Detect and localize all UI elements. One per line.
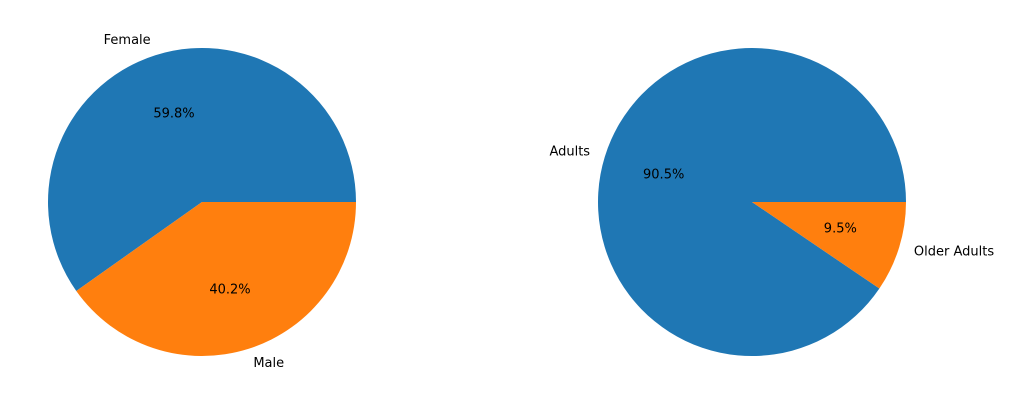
slice-label-older-adults: Older Adults — [914, 244, 994, 259]
pie-chart-age-group: Adults 90.5% Older Adults 9.5% — [549, 47, 994, 356]
slice-label-adults: Adults — [549, 145, 590, 160]
pie-chart-gender: Female 59.8% Male 40.2% — [48, 33, 356, 371]
slice-label-female: Female — [104, 33, 151, 48]
percent-label-male: 40.2% — [209, 283, 250, 298]
percent-label-adults: 90.5% — [643, 167, 684, 182]
pie-slice-adults — [598, 47, 906, 356]
slice-label-male: Male — [253, 356, 284, 371]
pie-slice-female — [48, 48, 356, 291]
percent-label-female: 59.8% — [153, 106, 194, 121]
percent-label-older-adults: 9.5% — [824, 222, 857, 237]
pie-slice-older-adults — [752, 202, 906, 289]
pie-slice-male — [76, 202, 356, 357]
